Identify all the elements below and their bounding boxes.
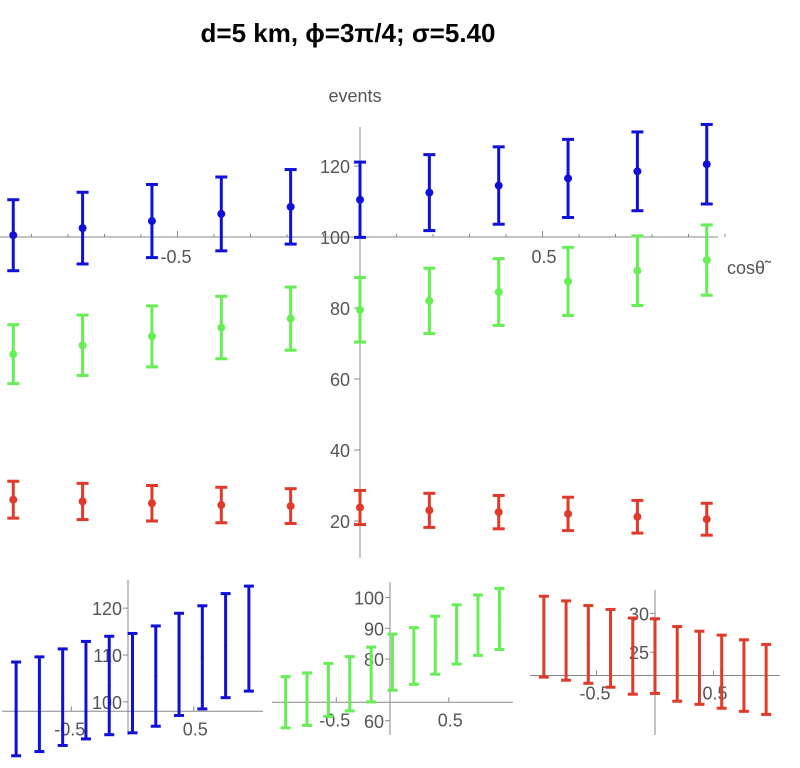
panel-1-point bbox=[497, 617, 501, 621]
series-0-point bbox=[425, 188, 434, 197]
y-axis-label: events bbox=[328, 86, 381, 106]
panel-2-point bbox=[586, 642, 590, 646]
panel-1-point bbox=[455, 632, 459, 636]
series-1-point bbox=[494, 288, 503, 297]
series-0-point bbox=[9, 231, 18, 240]
panel-2-point bbox=[675, 662, 679, 666]
series-1-point bbox=[147, 332, 156, 341]
series-2-point bbox=[564, 509, 573, 518]
panel-1-point bbox=[433, 643, 437, 647]
panel-2-point bbox=[720, 670, 724, 674]
x-tick-label: -0.5 bbox=[160, 247, 191, 267]
series-0-point bbox=[702, 160, 711, 169]
panel-0-x-tick-label: 0.5 bbox=[183, 719, 208, 739]
panel-1-x-tick-label: 0.5 bbox=[438, 710, 463, 730]
panel-0-point bbox=[224, 644, 228, 648]
panel-1-y-tick-label: 60 bbox=[364, 712, 384, 732]
panel-0-point bbox=[61, 695, 65, 699]
panel-1-y-tick-label: 100 bbox=[354, 588, 384, 608]
panel-2-point bbox=[764, 677, 768, 681]
panel-1-point bbox=[284, 700, 288, 704]
series-1-point bbox=[217, 323, 226, 332]
y-tick-label: 120 bbox=[320, 157, 350, 177]
panel-0-point bbox=[247, 637, 251, 641]
y-tick-label: 60 bbox=[330, 370, 350, 390]
series-2-point bbox=[702, 515, 711, 524]
panel-0-x-tick-label: -0.5 bbox=[54, 719, 85, 739]
panel-2-point bbox=[653, 654, 657, 658]
panel-0-point bbox=[200, 655, 204, 659]
series-1-point bbox=[78, 341, 87, 350]
panel-0-y-tick-label: 100 bbox=[92, 693, 122, 713]
panel-1-x-tick-label: -0.5 bbox=[319, 710, 350, 730]
chart-title: d=5 km, ϕ=3π/4; σ=5.40 bbox=[200, 18, 496, 48]
series-0-point bbox=[217, 209, 226, 218]
panel-2-x-tick-label: -0.5 bbox=[579, 684, 610, 704]
panel-0-y-tick-label: 120 bbox=[92, 599, 122, 619]
panel-2-point bbox=[697, 666, 701, 670]
series-2-point bbox=[425, 506, 434, 515]
panel-0-point bbox=[131, 681, 134, 685]
series-1-point bbox=[356, 305, 364, 314]
panel-1-point bbox=[326, 688, 330, 692]
panel-2-point bbox=[631, 654, 635, 658]
series-1-point bbox=[702, 256, 711, 265]
series-2-point bbox=[286, 502, 295, 511]
panel-2-point bbox=[542, 635, 546, 639]
panel-1-point bbox=[476, 623, 480, 627]
panel-1-point bbox=[369, 673, 373, 676]
series-0-point bbox=[78, 224, 87, 233]
panel-2-x-tick-label: 0.5 bbox=[702, 684, 727, 704]
series-2-point bbox=[147, 499, 156, 508]
y-tick-label: 20 bbox=[330, 512, 350, 532]
panel-0-point bbox=[14, 707, 18, 711]
panel-2-point bbox=[564, 639, 568, 643]
panel-1-point bbox=[412, 654, 416, 658]
panel-1-point bbox=[391, 660, 394, 664]
panel-0-y-tick-label: 110 bbox=[93, 646, 122, 666]
panel-2-point bbox=[742, 674, 746, 678]
series-0-point bbox=[147, 217, 156, 226]
y-tick-label: 100 bbox=[320, 228, 350, 248]
panel-1-point bbox=[305, 697, 309, 701]
series-1-point bbox=[633, 266, 642, 275]
series-1-point bbox=[9, 350, 18, 359]
series-1-point bbox=[425, 296, 434, 305]
panel-2-point bbox=[609, 646, 613, 650]
series-1-point bbox=[564, 277, 573, 286]
series-2-point bbox=[78, 497, 87, 506]
series-2-point bbox=[633, 512, 642, 521]
y-tick-label: 80 bbox=[330, 299, 350, 319]
series-0-point bbox=[356, 195, 364, 204]
y-tick-label: 40 bbox=[330, 441, 350, 461]
x-axis-label: cosθ̃ bbox=[727, 258, 772, 278]
series-0-point bbox=[494, 181, 503, 190]
panel-0-point bbox=[37, 702, 41, 706]
series-0-point bbox=[286, 202, 295, 211]
series-2-point bbox=[217, 501, 226, 510]
panel-1-point bbox=[348, 682, 352, 686]
panel-1-y-tick-label: 80 bbox=[364, 650, 384, 670]
x-tick-label: 0.5 bbox=[531, 247, 556, 267]
series-0-point bbox=[564, 174, 573, 183]
panel-0-point bbox=[154, 674, 158, 678]
series-0-point bbox=[633, 167, 642, 176]
series-2-point bbox=[9, 495, 18, 504]
series-2-point bbox=[356, 503, 364, 512]
panel-0-point bbox=[107, 683, 111, 687]
panel-0-point bbox=[177, 662, 181, 666]
series-2-point bbox=[494, 508, 503, 517]
series-1-point bbox=[286, 314, 295, 323]
panel-0-point bbox=[84, 688, 88, 692]
panel-1-y-tick-label: 90 bbox=[364, 619, 384, 639]
